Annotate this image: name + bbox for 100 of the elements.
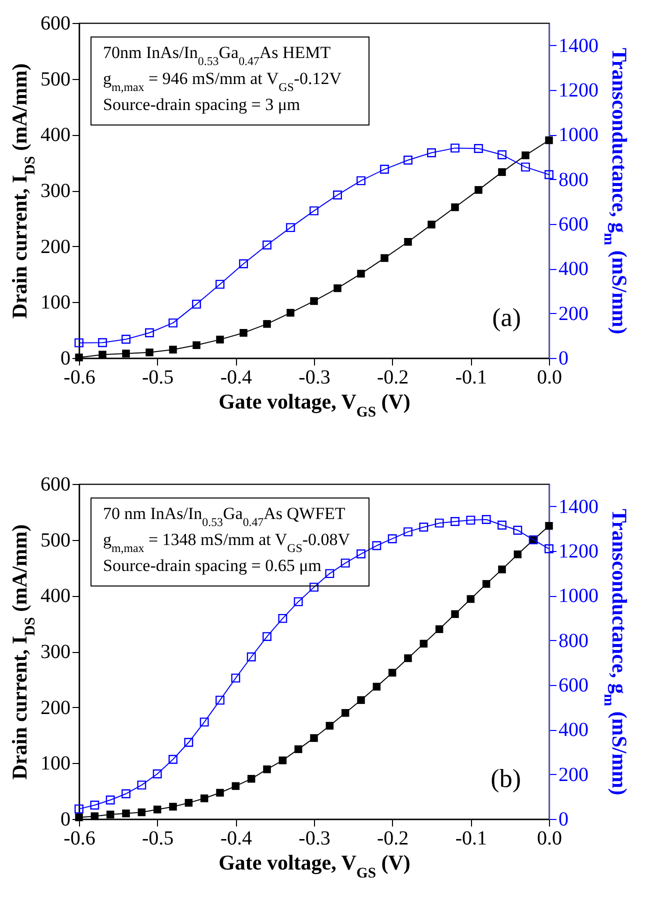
y2-tick-label: 1000 bbox=[558, 585, 598, 608]
point bbox=[310, 206, 318, 216]
x-tick-label: -0.2 bbox=[376, 828, 409, 850]
y2-tick-label: 200 bbox=[558, 302, 588, 325]
point bbox=[294, 745, 302, 754]
point bbox=[200, 794, 208, 802]
point bbox=[545, 522, 553, 530]
point bbox=[450, 517, 460, 526]
point bbox=[404, 527, 412, 536]
y2-tick-label: 1400 bbox=[558, 496, 598, 518]
point bbox=[263, 765, 271, 774]
y-tick-label: 200 bbox=[40, 696, 70, 719]
point bbox=[184, 798, 193, 807]
annotation: 70 nm InAs/In$_{0.53}$Ga$_{0.47}$As QWFET bbox=[103, 504, 346, 529]
y-tick-label: 500 bbox=[40, 68, 70, 90]
x-tick-label: -0.2 bbox=[376, 366, 409, 388]
point bbox=[74, 804, 84, 814]
point bbox=[286, 223, 295, 232]
point bbox=[168, 754, 178, 764]
x-tick-label: -0.5 bbox=[142, 828, 174, 850]
y2-tick-label: 0 bbox=[558, 808, 568, 830]
point bbox=[122, 334, 130, 344]
y-tick-label: 200 bbox=[40, 236, 70, 258]
point bbox=[98, 338, 107, 348]
point bbox=[200, 718, 209, 727]
point bbox=[544, 170, 554, 180]
y-tick-label: 0 bbox=[60, 808, 70, 830]
annotation: g$_{m,max}$ = 946 mS/mm at V$_{GS}$-0.12V bbox=[103, 69, 342, 94]
point bbox=[310, 734, 318, 742]
point bbox=[326, 722, 334, 730]
point bbox=[137, 780, 146, 790]
point bbox=[482, 515, 491, 524]
point bbox=[216, 788, 224, 797]
point bbox=[450, 144, 460, 153]
x-tick-label: -0.1 bbox=[455, 828, 488, 850]
y-tick-label: 400 bbox=[40, 585, 70, 608]
point bbox=[428, 220, 436, 228]
point bbox=[122, 810, 130, 818]
point bbox=[380, 254, 388, 262]
y-tick-label: 300 bbox=[40, 180, 70, 202]
x-tick-label: 0.0 bbox=[537, 366, 562, 388]
point bbox=[246, 652, 256, 662]
point bbox=[192, 341, 200, 350]
point bbox=[216, 280, 224, 289]
point bbox=[388, 534, 397, 544]
y2-tick-label: 1200 bbox=[558, 540, 598, 562]
y-tick-label: 100 bbox=[40, 752, 70, 775]
point bbox=[498, 150, 506, 160]
y2-tick-label: 800 bbox=[558, 168, 588, 191]
point bbox=[138, 808, 146, 816]
point bbox=[466, 516, 476, 525]
point bbox=[152, 769, 162, 778]
point bbox=[427, 148, 436, 158]
point bbox=[192, 300, 201, 309]
point bbox=[106, 810, 114, 818]
point bbox=[388, 668, 396, 677]
point bbox=[419, 522, 428, 532]
point bbox=[334, 284, 342, 292]
y2-tick-label: 400 bbox=[558, 258, 588, 280]
point bbox=[521, 162, 530, 172]
annotation: Source-drain spacing = 0.65 μm bbox=[103, 556, 322, 575]
point bbox=[153, 806, 162, 814]
x-tick-label: -0.6 bbox=[64, 828, 96, 850]
point bbox=[372, 541, 382, 550]
point bbox=[340, 558, 350, 568]
point bbox=[451, 203, 459, 212]
annotation: g$_{m,max}$ = 1348 mS/mm at V$_{GS}$-0.08V bbox=[103, 530, 351, 555]
annotation: 70nm InAs/In$_{0.53}$Ga$_{0.47}$As HEMT bbox=[103, 43, 332, 68]
point bbox=[216, 336, 224, 344]
point bbox=[420, 640, 428, 648]
point bbox=[522, 151, 530, 160]
point bbox=[434, 518, 444, 528]
point bbox=[356, 549, 366, 558]
point bbox=[169, 346, 177, 354]
x-axis-title: Gate voltage, V$_{GS}$ (V) bbox=[218, 850, 410, 882]
point bbox=[90, 812, 99, 820]
point bbox=[232, 782, 240, 790]
point bbox=[231, 674, 240, 683]
y-tick-label: 400 bbox=[40, 124, 70, 146]
point bbox=[146, 348, 154, 356]
point bbox=[514, 550, 522, 558]
point bbox=[404, 238, 412, 246]
y2-tick-label: 600 bbox=[558, 214, 588, 236]
y2-tick-label: 200 bbox=[558, 764, 588, 786]
point bbox=[466, 595, 475, 603]
y-tick-label: 0 bbox=[60, 348, 70, 370]
point bbox=[278, 756, 287, 764]
point bbox=[325, 569, 334, 578]
y2-tick-label: 600 bbox=[558, 674, 588, 696]
point bbox=[435, 625, 444, 634]
x-axis-title: Gate voltage, V$_{GS}$ (V) bbox=[218, 390, 410, 420]
x-tick-label: -0.3 bbox=[298, 366, 330, 388]
point bbox=[310, 582, 318, 592]
point bbox=[122, 350, 130, 358]
point bbox=[168, 318, 178, 328]
point bbox=[75, 813, 83, 822]
point bbox=[98, 350, 106, 359]
point bbox=[240, 329, 248, 337]
x-tick-label: -0.3 bbox=[298, 828, 330, 850]
point bbox=[498, 566, 506, 574]
